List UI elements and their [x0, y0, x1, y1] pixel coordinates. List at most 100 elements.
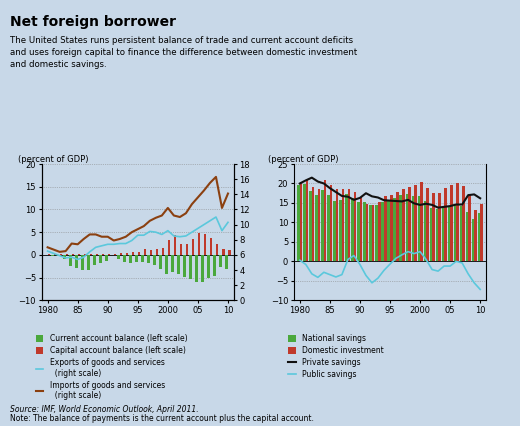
Bar	[72, 254, 74, 255]
Bar	[99, 255, 102, 262]
Bar	[441, 208, 444, 262]
Bar	[456, 184, 459, 262]
Bar	[318, 189, 320, 262]
Bar	[96, 254, 98, 255]
Bar	[448, 207, 450, 262]
Bar	[201, 255, 204, 282]
Bar	[228, 250, 230, 255]
Bar	[465, 212, 468, 262]
Bar	[406, 194, 408, 262]
Bar	[352, 198, 354, 262]
Bar	[174, 235, 176, 255]
Bar	[54, 254, 56, 255]
Bar	[213, 255, 216, 276]
Bar	[84, 254, 86, 255]
Bar	[328, 195, 330, 262]
Bar	[75, 255, 77, 268]
Bar	[330, 185, 332, 262]
Bar	[108, 254, 110, 255]
Bar	[177, 255, 180, 274]
Bar	[132, 252, 134, 255]
Bar	[426, 188, 428, 262]
Bar	[408, 187, 411, 262]
Bar	[414, 184, 417, 262]
Bar	[105, 255, 108, 261]
Bar	[51, 255, 54, 256]
Bar	[141, 255, 144, 262]
Bar	[150, 250, 152, 255]
Bar	[420, 181, 423, 262]
Bar	[114, 253, 116, 255]
Bar	[387, 200, 390, 262]
Bar	[375, 205, 378, 262]
Bar	[438, 193, 440, 262]
Bar	[348, 189, 350, 262]
Bar	[184, 255, 186, 277]
Bar	[81, 255, 84, 270]
Bar	[366, 204, 369, 262]
Bar	[120, 253, 122, 255]
Bar	[390, 195, 393, 262]
Bar	[123, 255, 126, 262]
Bar	[297, 185, 300, 262]
Bar	[472, 219, 474, 262]
Bar	[411, 196, 414, 262]
Bar	[363, 202, 366, 262]
Bar	[219, 255, 222, 267]
Bar	[172, 255, 174, 272]
Bar	[69, 255, 72, 266]
Bar	[216, 244, 218, 255]
Bar	[207, 255, 210, 278]
Bar	[138, 252, 140, 255]
Text: The United States runs persistent balance of trade and current account deficits
: The United States runs persistent balanc…	[10, 36, 358, 69]
Bar	[48, 254, 50, 255]
Legend: National savings, Domestic investment, Private savings, Public savings: National savings, Domestic investment, P…	[288, 334, 383, 379]
Bar	[315, 195, 318, 262]
Bar	[444, 188, 447, 262]
Bar	[372, 205, 374, 262]
Bar	[102, 254, 104, 255]
Bar	[226, 255, 228, 269]
Bar	[396, 192, 398, 262]
Bar	[394, 198, 396, 262]
Bar	[382, 202, 384, 262]
Bar	[147, 255, 150, 262]
Bar	[303, 184, 306, 262]
Bar	[300, 181, 302, 262]
Bar	[189, 255, 192, 279]
Bar	[312, 187, 315, 262]
Bar	[378, 202, 381, 262]
Bar	[153, 255, 156, 265]
Bar	[430, 208, 432, 262]
Bar	[198, 233, 200, 255]
Bar	[478, 213, 480, 262]
Bar	[126, 253, 128, 255]
Bar	[468, 194, 471, 262]
Bar	[165, 255, 168, 274]
Bar	[210, 238, 213, 255]
Bar	[77, 254, 80, 255]
Bar	[333, 201, 336, 262]
Text: (percent of GDP): (percent of GDP)	[268, 155, 339, 164]
Bar	[162, 248, 164, 255]
Bar	[156, 250, 159, 255]
Bar	[369, 205, 372, 262]
Bar	[480, 204, 483, 262]
Bar	[93, 255, 96, 265]
Bar	[424, 201, 426, 262]
Bar	[117, 255, 120, 259]
Bar	[222, 250, 225, 255]
Bar	[89, 254, 92, 255]
Text: Note: The balance of payments is the current account plus the capital account.: Note: The balance of payments is the cur…	[10, 414, 314, 423]
Legend: Current account balance (left scale), Capital account balance (left scale), Expo: Current account balance (left scale), Ca…	[36, 334, 187, 400]
Bar	[186, 244, 188, 255]
Bar	[196, 255, 198, 282]
Bar	[159, 255, 162, 269]
Bar	[453, 204, 456, 262]
Bar	[336, 189, 339, 262]
Bar	[66, 254, 68, 255]
Bar	[450, 184, 452, 262]
Bar	[321, 190, 324, 262]
Bar	[180, 244, 183, 255]
Bar	[87, 255, 89, 271]
